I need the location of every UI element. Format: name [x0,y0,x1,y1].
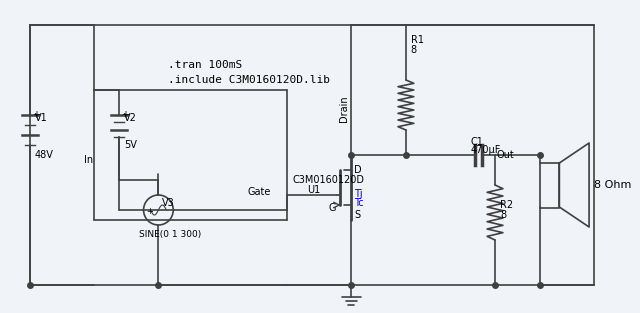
Text: V3: V3 [163,198,175,208]
Text: Tc: Tc [355,198,364,208]
Text: +: + [147,207,154,216]
Text: 8: 8 [411,45,417,55]
Text: R2: R2 [500,200,513,210]
Text: U1: U1 [307,185,320,195]
Text: 8: 8 [500,210,506,220]
Text: V1: V1 [35,113,47,123]
Text: G: G [329,203,336,213]
Text: .tran 100mS: .tran 100mS [168,60,243,70]
Text: SINE(0 1 300): SINE(0 1 300) [139,230,201,239]
Bar [540,163,559,208]
Text: V2: V2 [124,113,136,123]
Text: 48V: 48V [35,150,54,160]
Text: S: S [355,210,360,220]
Text: Tj: Tj [355,189,363,199]
Text: C3M0160120D: C3M0160120D [292,175,364,185]
Text: +: + [121,110,129,120]
Text: 5V: 5V [124,140,136,150]
Text: Gate: Gate [248,187,271,197]
Text: +: + [32,110,40,120]
Text: D: D [355,165,362,175]
Text: .include C3M0160120D.lib: .include C3M0160120D.lib [168,75,330,85]
Text: R1: R1 [411,35,424,45]
Text: In: In [84,155,93,165]
Text: 8 Ohm: 8 Ohm [594,180,632,190]
Text: C1: C1 [470,137,483,147]
Text: 470μF: 470μF [470,145,500,155]
Text: Out: Out [497,150,515,160]
Text: Drain: Drain [339,95,349,122]
